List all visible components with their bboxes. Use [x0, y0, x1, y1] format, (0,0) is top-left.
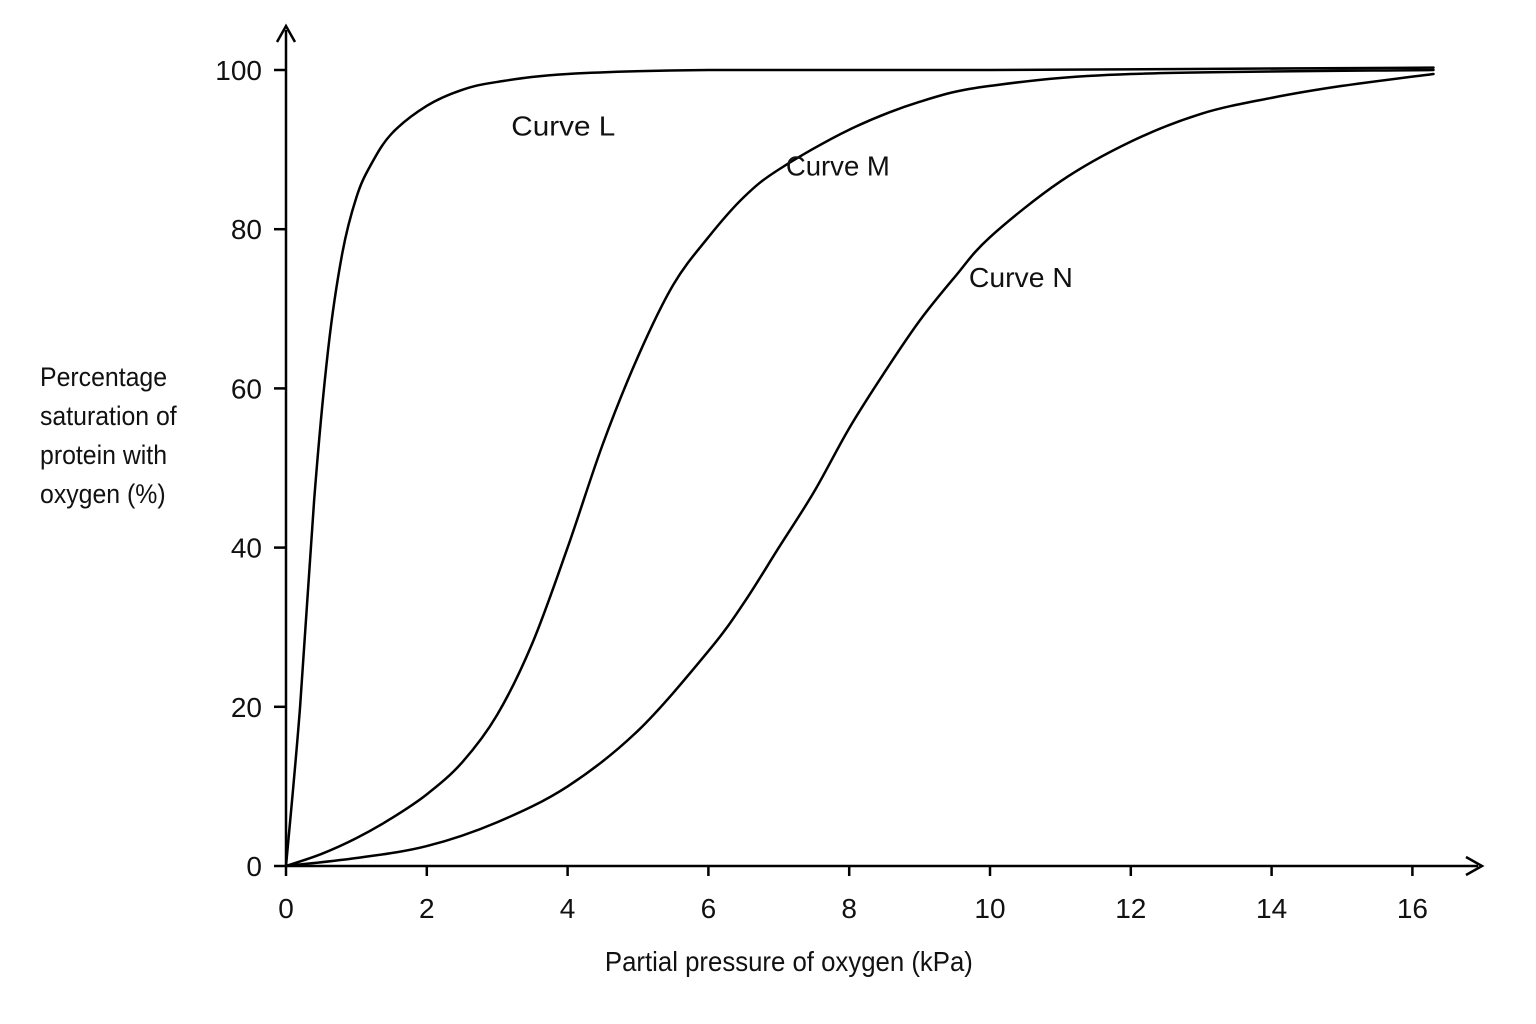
y-tick-label: 20	[231, 692, 262, 723]
y-axis-label-line: saturation of	[40, 401, 177, 431]
curve-l-label: Curve L	[511, 111, 615, 142]
x-tick-label: 4	[560, 893, 576, 924]
curves	[284, 66, 1435, 868]
axes: 0 2 4 6 8 10 12 14 16 0 20 40 60 80 100	[215, 23, 1485, 924]
y-tick-label: 60	[231, 373, 262, 404]
x-tick-label: 8	[841, 893, 857, 924]
x-tick-label: 2	[419, 893, 435, 924]
y-tick-label: 100	[215, 55, 262, 86]
curve-m-line	[284, 68, 1435, 868]
x-axis-label: Partial pressure of oxygen (kPa)	[604, 946, 973, 977]
x-tick-label: 10	[974, 893, 1005, 924]
curve-l-line	[284, 66, 1435, 868]
curve-annotations: Curve L Curve M Curve N	[511, 111, 1073, 293]
y-tick-label: 40	[231, 533, 262, 564]
curve-m-label: Curve M	[786, 151, 890, 182]
x-tick-label: 12	[1115, 893, 1146, 924]
y-axis-label-line: oxygen (%)	[40, 479, 166, 509]
y-axis-arrowhead	[275, 23, 297, 43]
x-tick-label: 0	[278, 893, 294, 924]
x-axis-arrowhead	[1465, 855, 1485, 877]
x-tick-label: 16	[1397, 893, 1428, 924]
curve-n-label: Curve N	[969, 262, 1073, 293]
y-tick-label: 0	[246, 851, 262, 882]
y-axis-label-line: Percentage	[40, 362, 168, 392]
curve-n-line	[284, 72, 1435, 868]
y-axis-label: Percentage saturation of protein with ox…	[40, 358, 196, 514]
x-tick-label: 14	[1256, 893, 1287, 924]
x-tick-label: 6	[701, 893, 717, 924]
y-axis-label-line: protein with	[40, 440, 168, 470]
y-tick-label: 80	[231, 214, 262, 245]
